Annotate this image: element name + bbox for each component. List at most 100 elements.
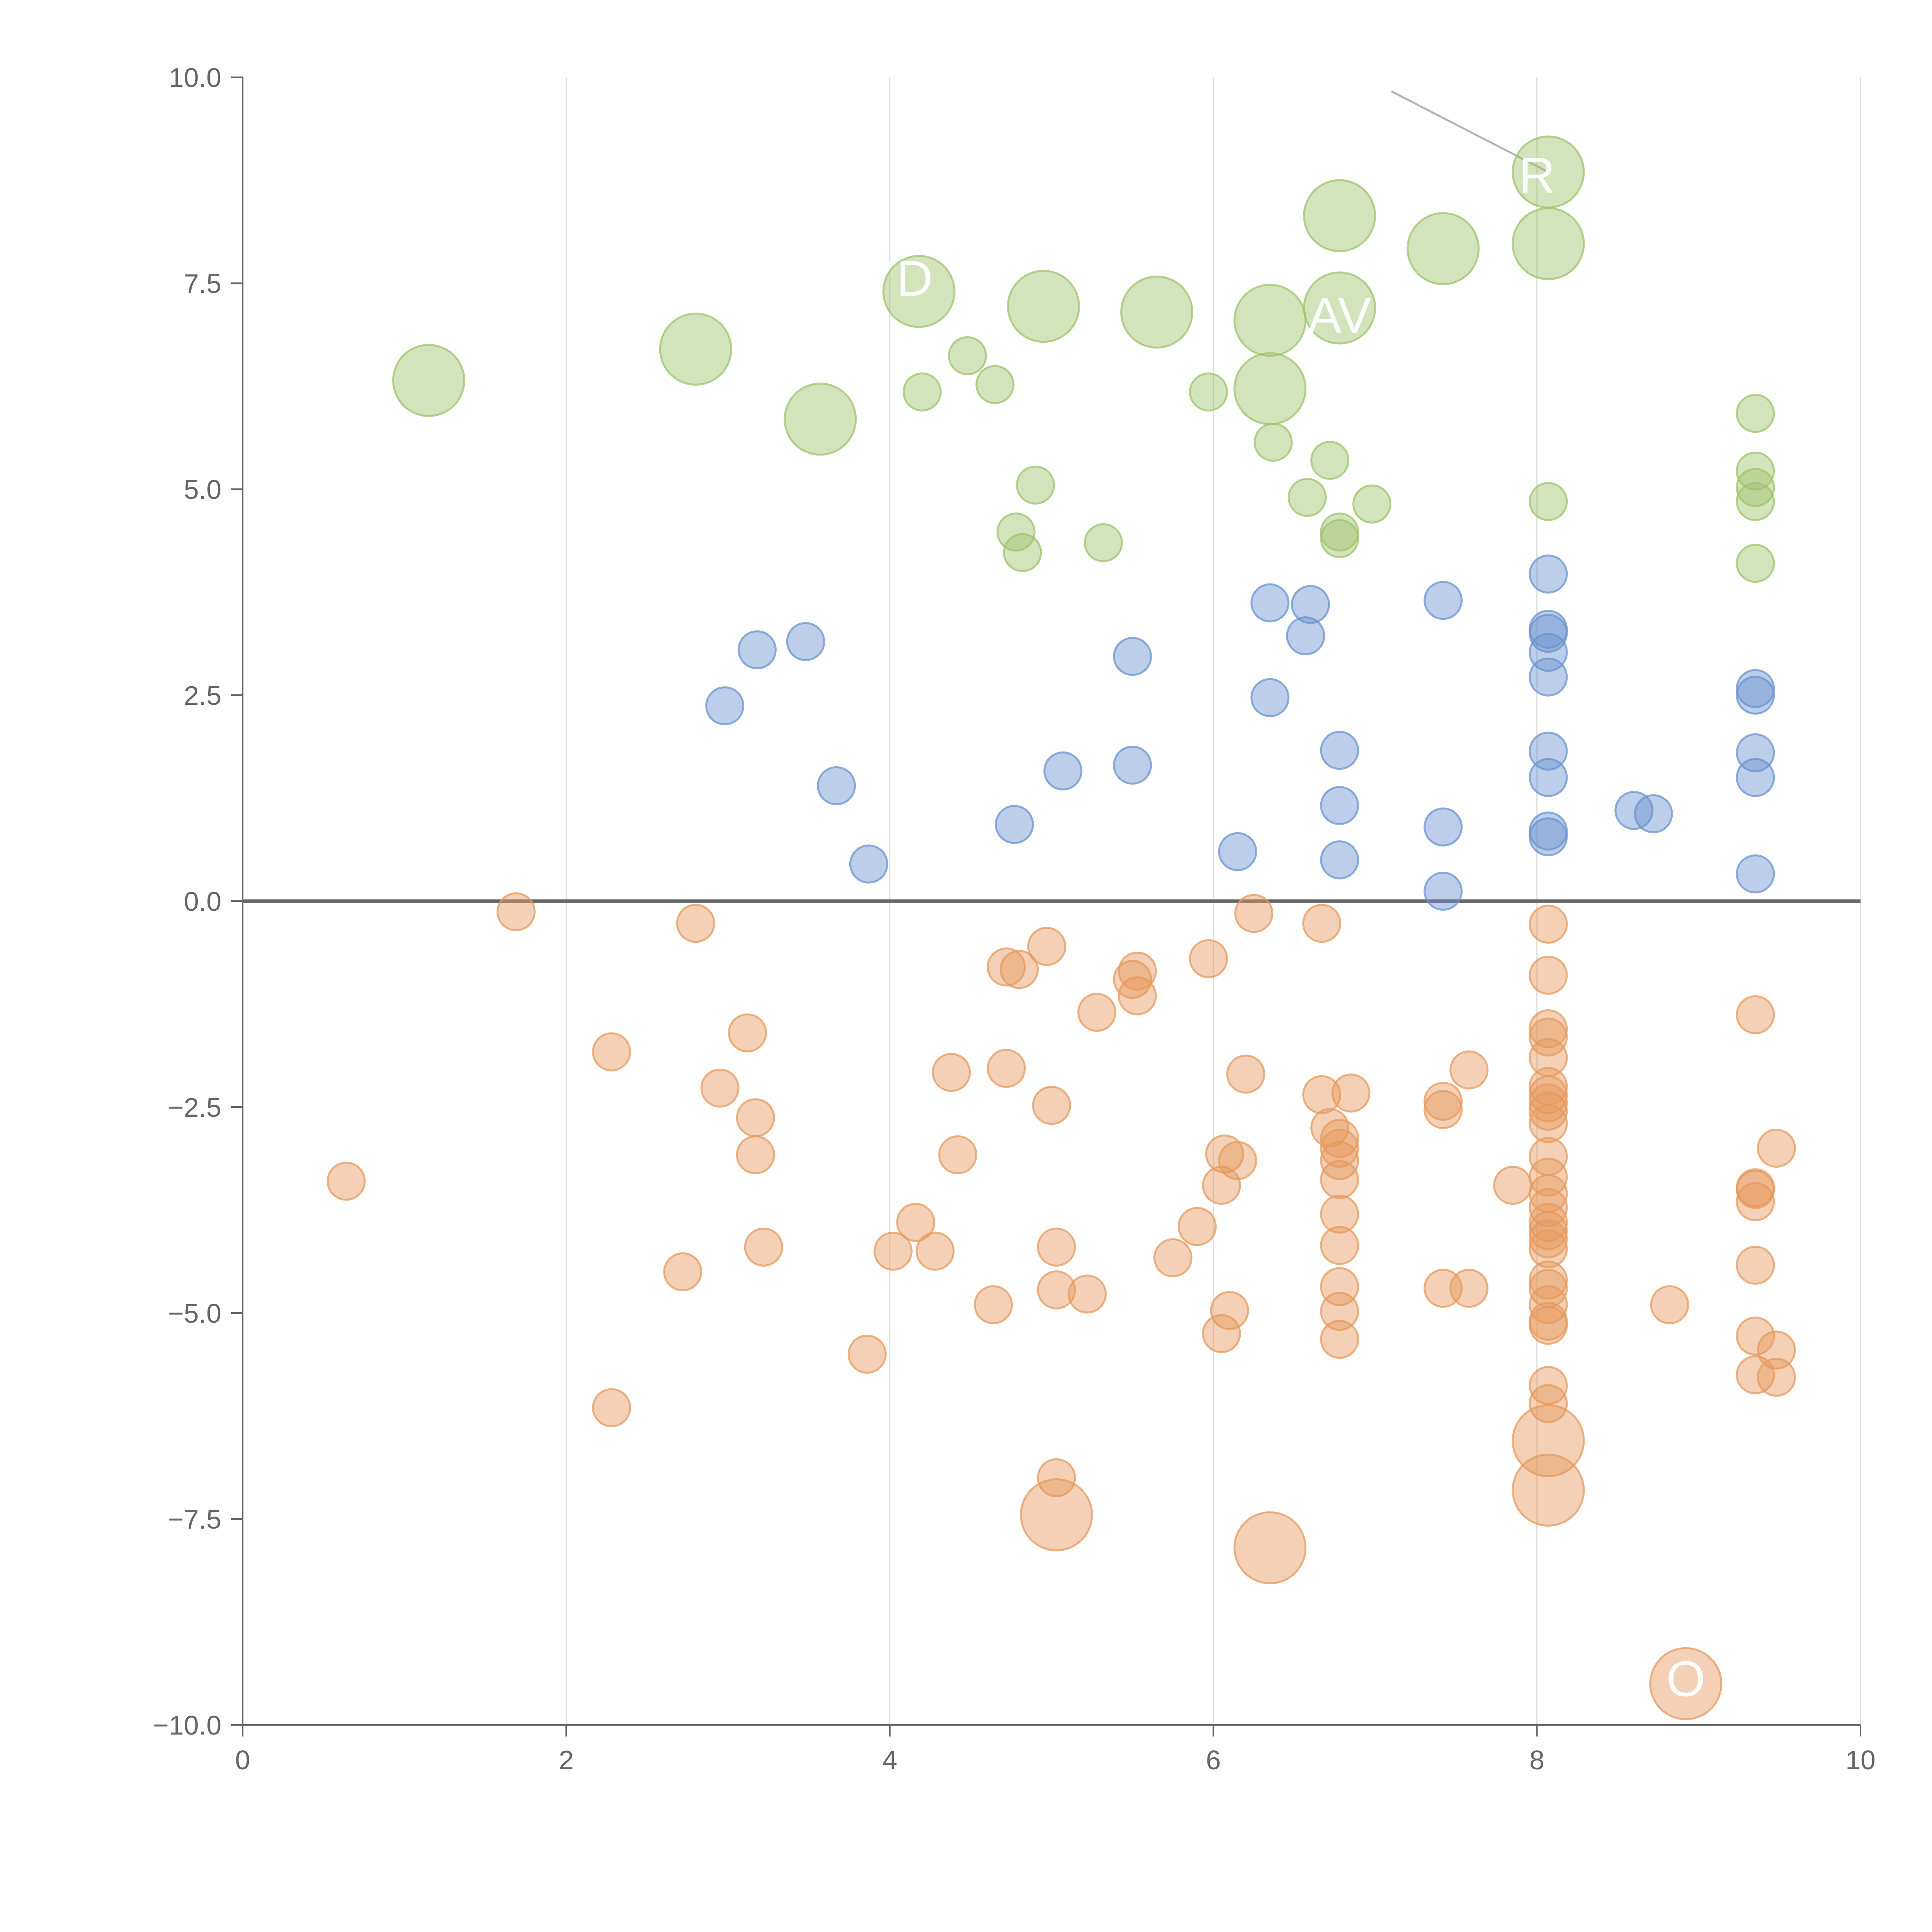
orange-bubble: [1077, 993, 1117, 1032]
orange-bubble: [1529, 1306, 1568, 1345]
blue-bubble: [1250, 583, 1290, 622]
green-bubble: [392, 344, 466, 417]
bubble-labels: YD R AV O: [863, 147, 1705, 1707]
y-tick-label: −10.0: [153, 1710, 221, 1740]
green-bubble: [1189, 372, 1228, 412]
orange-bubble: [873, 1231, 913, 1271]
y-tick-label: 5.0: [184, 474, 221, 505]
orange-bubble: [1512, 1453, 1585, 1527]
orange-bubble: [1493, 1166, 1532, 1205]
green-bubble: [1736, 468, 1775, 507]
orange-bubble: [1529, 1083, 1568, 1122]
green-bubble: [903, 372, 942, 412]
orange-bubble: [736, 1098, 775, 1138]
blue-bubble: [1286, 616, 1325, 655]
y-tick-label: 0.0: [184, 886, 221, 917]
orange-bubble: [1529, 956, 1568, 995]
blue-bubble: [1736, 854, 1775, 894]
blue-bubble: [1614, 791, 1654, 830]
orange-bubble: [736, 1135, 775, 1175]
orange-bubble: [1032, 1086, 1071, 1125]
blue-bubble: [1736, 675, 1775, 715]
bubbles: [327, 135, 1796, 1720]
green-bubble: [1512, 207, 1585, 281]
orange-bubble: [1233, 1511, 1307, 1585]
green-bubble: [1303, 271, 1376, 345]
blue-bubble: [1423, 871, 1463, 911]
orange-bubble: [1757, 1357, 1796, 1397]
orange-bubble: [1736, 1316, 1775, 1356]
orange-bubble: [1068, 1274, 1107, 1314]
green-bubble: [1736, 451, 1775, 491]
orange-bubble: [1320, 1226, 1359, 1265]
orange-bubble: [847, 1335, 887, 1374]
blue-bubble: [705, 686, 745, 726]
green-bubble: [1233, 352, 1307, 425]
bubble-label: R: [1519, 147, 1555, 203]
orange-bubble: [986, 947, 1026, 987]
green-bubble: [1352, 484, 1392, 524]
orange-bubble: [915, 1231, 955, 1271]
orange-bubble: [938, 1135, 978, 1175]
orange-bubble: [1189, 939, 1228, 978]
orange-bubble: [1234, 894, 1274, 933]
orange-bubble: [1736, 995, 1775, 1034]
green-bubble: [1003, 533, 1042, 572]
green-bubble: [1736, 482, 1775, 521]
orange-bubble: [1736, 1182, 1775, 1221]
green-bubble: [1303, 179, 1376, 252]
blue-bubble: [849, 844, 888, 884]
blue-bubble: [737, 630, 777, 670]
orange-bubble: [1320, 1160, 1359, 1199]
orange-bubble: [1529, 1384, 1568, 1423]
blue-bubble: [1736, 758, 1775, 797]
orange-bubble: [1449, 1050, 1489, 1090]
y-tick-label: 10.0: [169, 63, 221, 93]
orange-bubble: [1757, 1129, 1796, 1168]
orange-bubble: [1736, 1245, 1775, 1285]
green-bubble: [975, 365, 1015, 404]
green-bubble: [948, 336, 987, 376]
label-leader-lines: [1391, 90, 1549, 173]
orange-bubble: [1529, 1092, 1568, 1131]
orange-bubble: [1153, 1238, 1193, 1277]
orange-bubble: [1037, 1458, 1076, 1497]
green-bubble: [1007, 270, 1080, 343]
x-tick-label: 8: [1529, 1745, 1544, 1775]
y-tick-label: 2.5: [184, 680, 221, 711]
y-tick-label: −7.5: [168, 1504, 221, 1534]
orange-bubble: [1529, 1017, 1568, 1057]
orange-bubble: [1202, 1166, 1241, 1205]
orange-bubble: [986, 1049, 1026, 1088]
orange-bubble: [1423, 1090, 1463, 1129]
orange-bubble: [1302, 1075, 1342, 1114]
orange-bubble: [1037, 1270, 1076, 1310]
orange-bubble: [1177, 1207, 1217, 1246]
green-bubble: [882, 255, 956, 328]
leader-line: [1391, 90, 1549, 173]
bubble-label: YD: [863, 250, 933, 306]
orange-bubble: [1529, 1075, 1568, 1114]
green-bubble: [1736, 544, 1775, 583]
orange-bubble: [1320, 1194, 1359, 1234]
orange-bubble: [728, 1013, 767, 1053]
y-tick-label: −2.5: [168, 1092, 221, 1122]
green-bubble: [1310, 440, 1350, 480]
orange-bubble: [1649, 1647, 1723, 1720]
green-bubble: [1083, 523, 1123, 563]
green-bubble: [1320, 519, 1359, 558]
orange-bubble: [1202, 1314, 1241, 1353]
x-tick-label: 6: [1206, 1745, 1221, 1775]
bubble-label: O: [1666, 1650, 1705, 1707]
orange-bubble: [1650, 1285, 1689, 1325]
blue-bubble: [1250, 678, 1290, 717]
blue-bubble: [1423, 581, 1463, 620]
orange-bubble: [1020, 1478, 1093, 1551]
blue-bubble: [1113, 637, 1152, 676]
orange-bubble: [1757, 1330, 1796, 1370]
orange-bubble: [1529, 1229, 1568, 1269]
blue-bubble: [1529, 657, 1568, 697]
green-bubble: [1233, 284, 1307, 357]
blue-bubble: [1529, 554, 1568, 594]
